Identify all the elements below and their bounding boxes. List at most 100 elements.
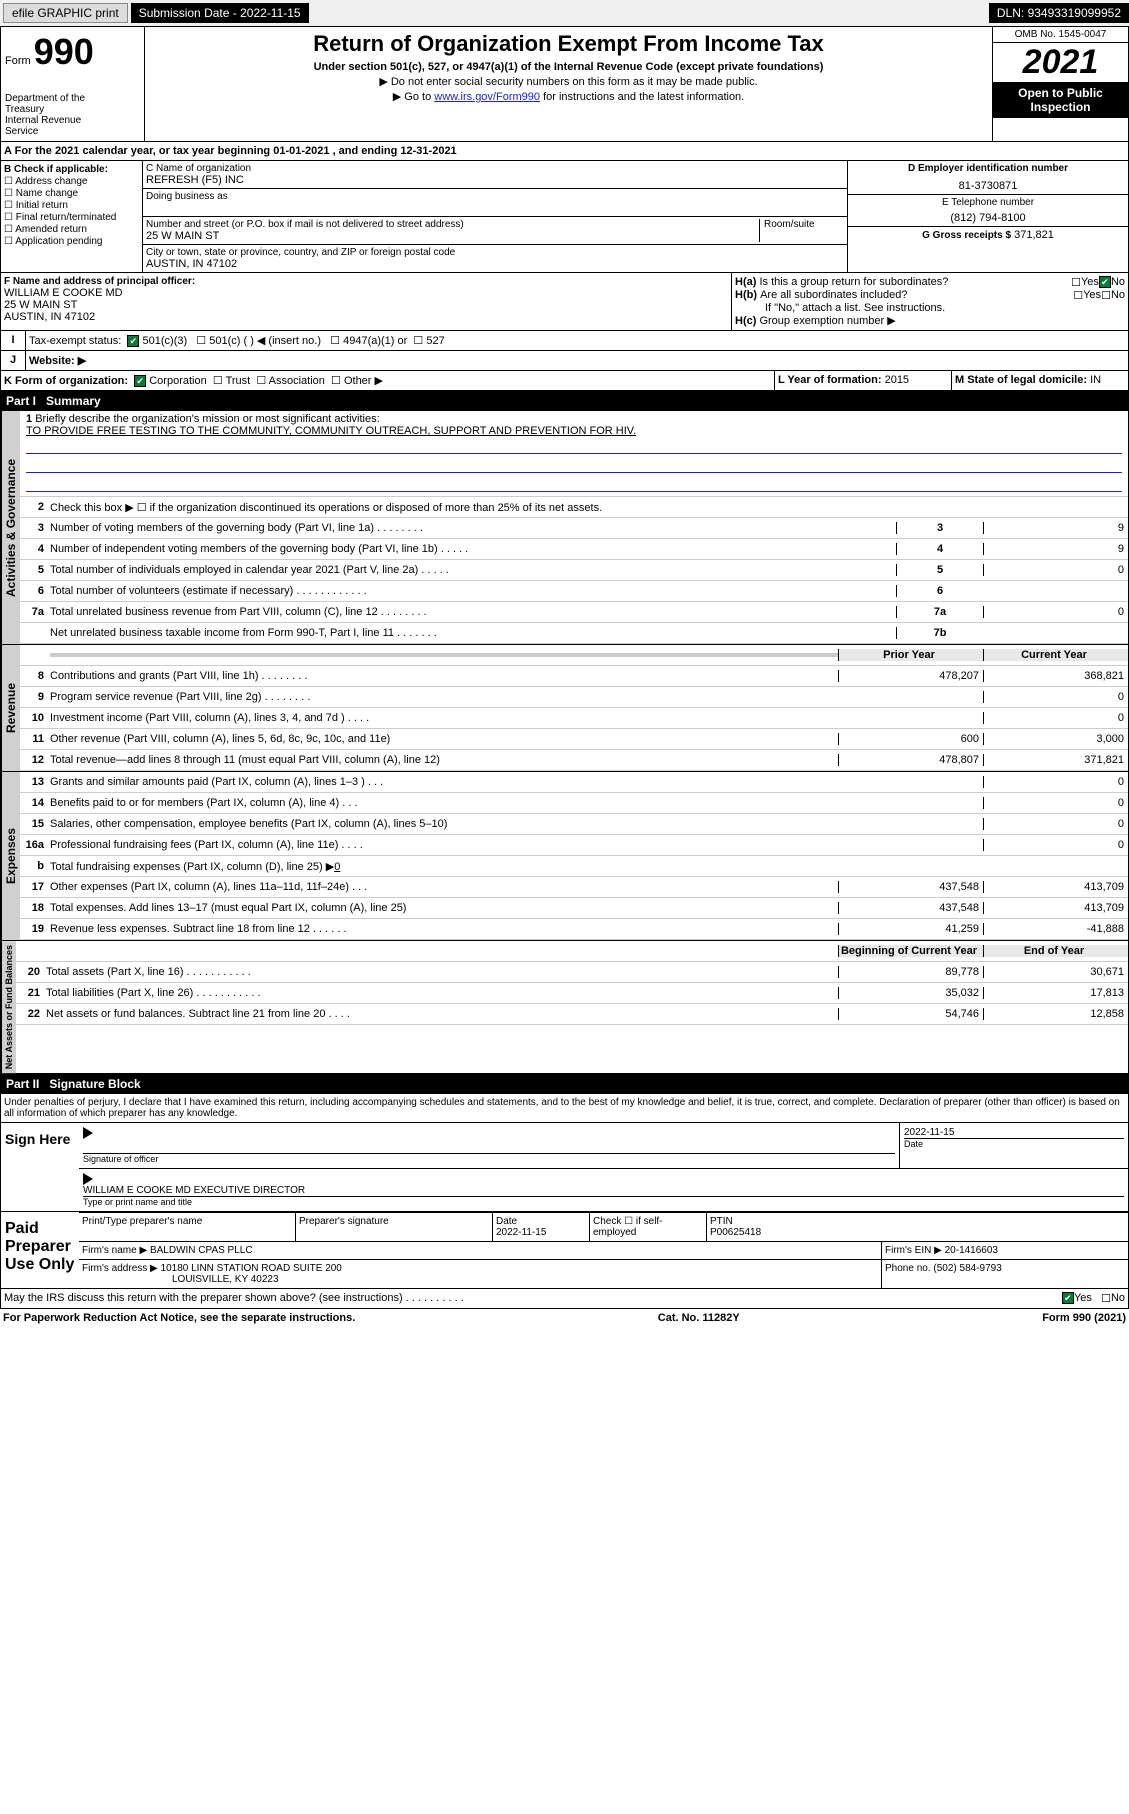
submission-date-label: Submission Date	[139, 6, 230, 20]
period-end: 12-31-2021	[400, 145, 456, 157]
cb-address[interactable]: ☐ Address change	[4, 176, 139, 187]
box-b-label: B Check if applicable:	[4, 164, 139, 175]
l3-val: 9	[983, 522, 1128, 534]
discuss-yes-checkbox[interactable]	[1062, 1292, 1074, 1304]
efile-button[interactable]: efile GRAPHIC print	[3, 3, 128, 23]
form-org-label: K Form of organization:	[4, 375, 128, 387]
gross-label: G Gross receipts $	[922, 230, 1011, 241]
sig-date-value: 2022-11-15	[904, 1127, 1124, 1138]
sig-date-label: Date	[904, 1138, 1124, 1149]
header-left: Form 990 Department of theTreasuryIntern…	[1, 27, 145, 141]
name-label: Type or print name and title	[83, 1196, 1124, 1207]
officer-label: F Name and address of principal officer:	[4, 276, 728, 287]
box-f: F Name and address of principal officer:…	[1, 273, 732, 330]
ha-text: Is this a group return for subordinates?	[759, 276, 1071, 289]
room-label: Room/suite	[764, 219, 844, 230]
prep-name-label: Print/Type preparer's name	[79, 1213, 296, 1241]
hb-text: Are all subordinates included?	[760, 289, 1073, 302]
part1-header: Part ISummary	[0, 391, 1129, 411]
current-year-hdr: Current Year	[983, 649, 1128, 661]
tax-period: A For the 2021 calendar year, or tax yea…	[0, 142, 1129, 161]
netassets-section: Net Assets or Fund Balances Beginning of…	[0, 941, 1129, 1074]
header-middle: Return of Organization Exempt From Incom…	[145, 27, 992, 141]
officer-addr1: 25 W MAIN ST	[4, 299, 728, 311]
begin-year-hdr: Beginning of Current Year	[838, 945, 983, 957]
entity-row: B Check if applicable: ☐ Address change …	[0, 161, 1129, 273]
l5-val: 0	[983, 564, 1128, 576]
officer-name: WILLIAM E COOKE MD	[4, 287, 728, 299]
tax-year: 2021	[993, 43, 1128, 82]
street-label: Number and street (or P.O. box if mail i…	[146, 219, 759, 230]
l1-desc: Briefly describe the organization's miss…	[35, 413, 379, 425]
hc-text: Group exemption number ▶	[759, 315, 895, 327]
prep-sig-label: Preparer's signature	[296, 1213, 493, 1241]
cb-name[interactable]: ☐ Name change	[4, 188, 139, 199]
website-label: Website: ▶	[29, 355, 86, 367]
dln: DLN: 93493319099952	[989, 3, 1129, 23]
netassets-label: Net Assets or Fund Balances	[1, 941, 16, 1073]
box-b: B Check if applicable: ☐ Address change …	[1, 161, 143, 272]
firm-addr2: LOUISVILLE, KY 40223	[172, 1274, 279, 1285]
form-number: 990	[34, 31, 94, 72]
501c3-checkbox[interactable]	[127, 335, 139, 347]
ptin-value: P00625418	[710, 1227, 761, 1238]
footer-left: For Paperwork Reduction Act Notice, see …	[3, 1312, 355, 1324]
footer-right: Form 990 (2021)	[1042, 1312, 1126, 1324]
cb-initial[interactable]: ☐ Initial return	[4, 200, 139, 211]
cb-pending[interactable]: ☐ Application pending	[4, 236, 139, 247]
revenue-label: Revenue	[1, 645, 20, 771]
box-d-e-g: D Employer identification number 81-3730…	[848, 161, 1128, 272]
officer-addr2: AUSTIN, IN 47102	[4, 311, 728, 323]
footer: For Paperwork Reduction Act Notice, see …	[0, 1309, 1129, 1327]
l7a-desc: Total unrelated business revenue from Pa…	[50, 604, 896, 620]
phone-label: E Telephone number	[851, 197, 1125, 208]
dba-label: Doing business as	[146, 191, 844, 202]
year-formed-value: 2015	[885, 374, 909, 386]
website-row: J Website: ▶	[0, 351, 1129, 371]
ein-value: 81-3730871	[851, 180, 1125, 192]
discuss-text: May the IRS discuss this return with the…	[4, 1292, 1062, 1305]
signature-block: Under penalties of perjury, I declare th…	[0, 1094, 1129, 1309]
l7a-val: 0	[983, 606, 1128, 618]
form-subtitle: Under section 501(c), 527, or 4947(a)(1)…	[149, 61, 988, 73]
officer-printed-name: WILLIAM E COOKE MD EXECUTIVE DIRECTOR	[83, 1185, 1124, 1196]
firm-name: BALDWIN CPAS PLLC	[150, 1245, 253, 1256]
city-label: City or town, state or province, country…	[146, 247, 844, 258]
expenses-label: Expenses	[1, 772, 20, 940]
prep-date: 2022-11-15	[496, 1227, 546, 1238]
period-start: 01-01-2021	[273, 145, 329, 157]
irs-link[interactable]: www.irs.gov/Form990	[434, 91, 540, 103]
arrow-icon	[83, 1173, 93, 1185]
period-mid: , and ending	[333, 145, 401, 157]
revenue-section: Revenue Prior YearCurrent Year 8Contribu…	[0, 645, 1129, 772]
part2-header: Part IISignature Block	[0, 1074, 1129, 1094]
footer-mid: Cat. No. 11282Y	[658, 1312, 740, 1324]
firm-addr1: 10180 LINN STATION ROAD SUITE 200	[161, 1263, 342, 1274]
arrow-icon	[83, 1127, 93, 1139]
cb-amended[interactable]: ☐ Amended return	[4, 224, 139, 235]
self-employed-check[interactable]: Check ☐ if self-employed	[590, 1213, 707, 1241]
dln-label: DLN:	[997, 6, 1024, 20]
end-year-hdr: End of Year	[983, 945, 1128, 957]
form-note2: ▶ Go to www.irs.gov/Form990 for instruct…	[149, 90, 988, 103]
l6-desc: Total number of volunteers (estimate if …	[50, 583, 896, 599]
corp-checkbox[interactable]	[134, 375, 146, 387]
street-value: 25 W MAIN ST	[146, 230, 759, 242]
form-title: Return of Organization Exempt From Incom…	[149, 31, 988, 57]
l3-desc: Number of voting members of the governin…	[50, 520, 896, 536]
submission-date: Submission Date - 2022-11-15	[131, 3, 309, 23]
top-bar: efile GRAPHIC print Submission Date - 20…	[0, 0, 1129, 27]
phone-value: (812) 794-8100	[851, 212, 1125, 224]
sign-here-label: Sign Here	[1, 1123, 79, 1211]
prior-year-hdr: Prior Year	[838, 649, 983, 661]
l2-desc: Check this box ▶ ☐ if the organization d…	[50, 499, 1128, 516]
cb-final[interactable]: ☐ Final return/terminated	[4, 212, 139, 223]
year-formed-label: L Year of formation:	[778, 374, 882, 386]
paid-preparer-label: PaidPreparerUse Only	[1, 1212, 79, 1288]
box-h: H(a) Is this a group return for subordin…	[732, 273, 1128, 330]
klm-row: K Form of organization: Corporation ☐ Tr…	[0, 371, 1129, 391]
firm-phone: (502) 584-9793	[933, 1263, 1001, 1274]
submission-date-value: 2022-11-15	[240, 6, 301, 20]
l4-val: 9	[983, 543, 1128, 555]
ha-no-checkbox[interactable]	[1099, 276, 1111, 288]
